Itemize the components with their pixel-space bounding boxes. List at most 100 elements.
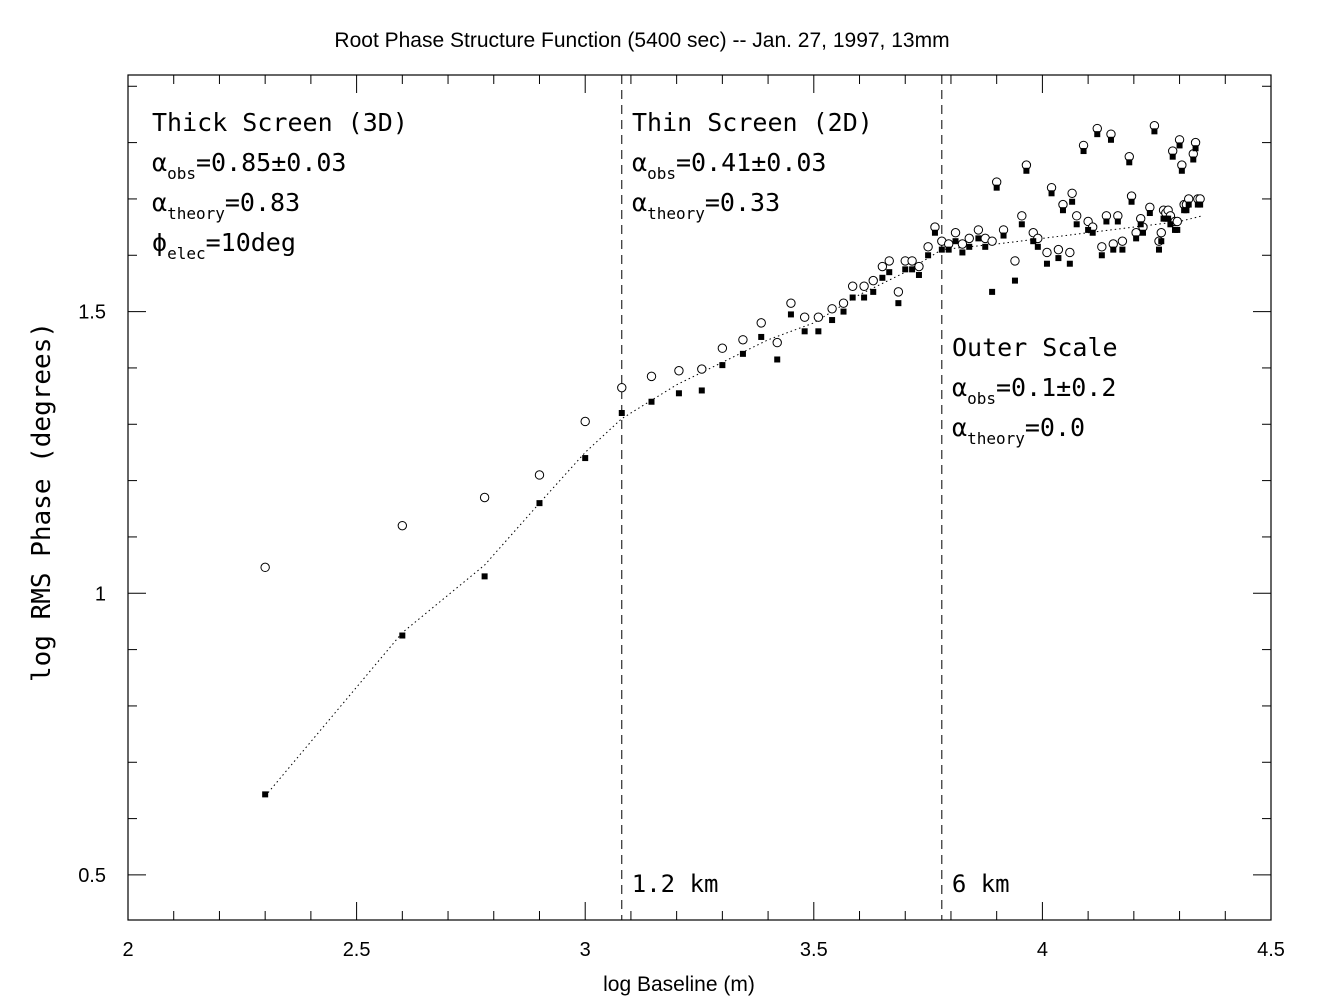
plot-frame [127,74,1272,921]
filled-square-point [618,410,625,416]
filled-square-point [536,500,543,507]
filled-square-point [1151,128,1158,135]
filled-square-point [989,288,996,295]
filled-square-point [719,362,726,369]
filled-square-point [1034,243,1041,250]
filled-square-point [698,387,705,394]
open-circle-point [964,233,974,244]
filled-square-point [739,350,746,357]
subscript: elec [167,244,206,263]
filled-square-point [849,294,856,301]
open-circle-point [580,416,590,427]
open-circle-point [397,520,408,531]
filled-square-point [931,229,938,236]
filled-square-point [993,184,1000,191]
filled-square-point [801,328,808,335]
filled-square-point [886,269,893,276]
filled-square-point [870,288,877,295]
annotation-line: αtheory=0.83 [152,188,300,223]
subscript: theory [967,429,1025,448]
open-circle-point [1010,256,1020,266]
regime-annotations: Thick Screen (3D) αobs=0.85±0.03 αtheory=0… [152,108,1118,448]
y-tick-label: 1.5 [78,302,106,324]
open-circle-point [697,364,707,374]
annotation-line: αobs=0.1±0.2 [952,373,1116,408]
open-circle-point [1017,211,1027,221]
filled-square-point [1055,255,1062,262]
filled-square-point [1169,153,1176,160]
filled-square-point [982,243,989,250]
x-tick-label: 3.5 [800,939,828,961]
filled-square-point [1000,232,1007,239]
y-tick-labels: 0.5 1 1.5 [78,302,106,887]
filled-square-point [1146,210,1153,217]
open-circle-point [973,225,984,235]
open-circle-point [893,287,904,297]
vline-label: 6 km [952,870,1010,898]
filled-square-point [1192,145,1199,152]
filled-square-point [1190,156,1197,163]
filled-square-point [1059,207,1066,214]
filled-square-point [815,328,822,335]
axis-ticks [128,75,1271,920]
filled-square-point [895,300,902,307]
subscript: theory [647,204,705,223]
filled-square-point [774,356,781,363]
filled-square-point [1030,238,1037,245]
filled-square-point [481,573,488,580]
filled-square-point [1119,246,1126,253]
open-circle-point [260,562,270,573]
y-tick-label: 0.5 [78,865,106,887]
annotation-line: Thin Screen (2D) [632,108,873,137]
dotted-fit-line [264,215,1203,797]
filled-square-point [1167,221,1174,228]
open-circle-point [479,492,490,503]
filled-square-point [1183,207,1190,214]
open-circle-point [987,236,997,246]
open-circle-point [1053,244,1064,255]
open-circle-point [914,261,924,272]
filled-square-point [1165,215,1172,222]
filled-square-point [975,235,982,242]
open-circle-point [1071,211,1082,221]
open-circle-point [1065,247,1075,258]
subscript: obs [167,164,196,183]
annotation-line: Thick Screen (3D) [152,108,408,137]
subscript: theory [167,204,225,223]
filled-square-point [1114,218,1121,225]
filled-square-point [1110,246,1117,253]
open-circle-point [957,239,968,249]
filled-square-point [1174,226,1181,233]
filled-square-point [861,294,868,301]
open-circle-point [1117,236,1128,246]
filled-square-point [1137,221,1144,228]
filled-square-point [925,252,932,259]
filled-square-point [938,246,945,253]
filled-square-point [675,390,682,397]
filled-square-point [902,266,909,273]
open-circle-point [772,337,782,348]
filled-square-point [1080,148,1087,155]
open-circle-point [799,312,810,322]
open-circle-point [786,298,796,308]
open-circle-point [1156,228,1166,238]
filled-square-point [1098,252,1105,259]
filled-square-point [879,274,886,281]
open-circle-point [646,371,657,382]
annotation-line: αtheory=0.0 [952,413,1085,448]
subscript: obs [647,164,676,183]
filled-square-point [1103,218,1110,225]
filled-square-point [909,266,916,273]
open-circle-point [717,343,728,353]
filled-square-point [952,238,959,245]
filled-square-point [840,308,847,315]
filled-square-series [262,128,1204,798]
annotation-line: αobs=0.41±0.03 [632,148,826,183]
open-circle-point [617,382,627,393]
filled-square-point [1073,221,1080,228]
open-circle-point [827,304,837,314]
filled-square-point [787,311,794,318]
filled-square-point [1048,190,1055,197]
annotation-line: Outer Scale [952,333,1118,362]
